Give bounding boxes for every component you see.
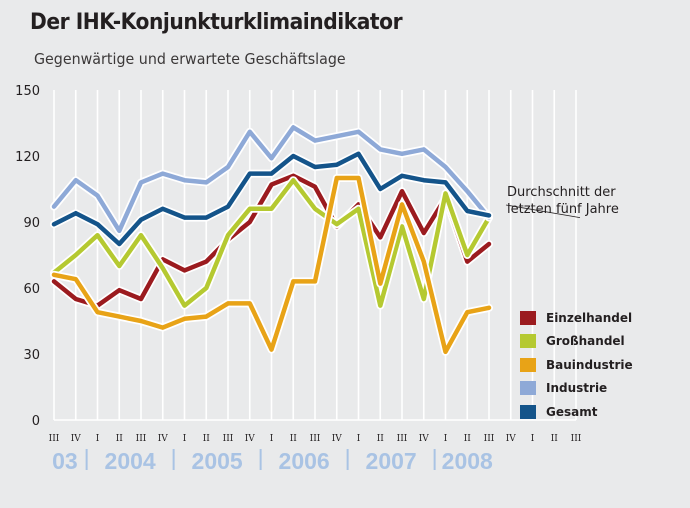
annotation-leader — [505, 204, 581, 218]
x-tick-label: III — [49, 434, 60, 444]
x-tick-label: III — [571, 434, 582, 444]
series-line — [51, 173, 492, 308]
annotation-text-line2: letzten fünf Jahre — [507, 202, 619, 217]
legend-label: Großhandel — [546, 334, 625, 349]
x-tick-label: IV — [506, 434, 517, 444]
y-tick-label: 0 — [32, 414, 40, 429]
x-tick-label: III — [484, 434, 495, 444]
legend-item: Gesamt — [520, 400, 633, 424]
legend-swatch — [520, 334, 536, 349]
legend-swatch — [520, 381, 536, 396]
series-line — [51, 177, 492, 308]
x-tick-label: I — [444, 434, 448, 444]
x-tick-label: II — [290, 434, 298, 444]
axes: 0 30 60 90 120 150 — [15, 84, 576, 429]
legend-label: Gesamt — [546, 404, 598, 419]
legend: Einzelhandel Großhandel Bauindustrie Indust… — [520, 306, 633, 424]
x-tick-label: IV — [332, 434, 343, 444]
x-tick-label: I — [96, 434, 100, 444]
x-tick-label: II — [377, 434, 385, 444]
y-tick-label: 90 — [23, 216, 40, 231]
x-tick-label: IV — [419, 434, 430, 444]
y-tick-label: 150 — [15, 84, 40, 99]
x-tick-label: I — [270, 434, 274, 444]
y-tick-label: 60 — [23, 282, 40, 297]
legend-swatch — [520, 310, 536, 325]
x-axis-labels: III IV I II III IV I II III IV I II III IV I II III IV I II… — [49, 434, 582, 474]
x-tick-label: IV — [158, 434, 169, 444]
x-tick-label: IV — [245, 434, 256, 444]
x-tick-label: II — [551, 434, 559, 444]
x-tick-label: III — [136, 434, 147, 444]
series-lines — [50, 123, 493, 356]
y-tick-label: 30 — [23, 348, 40, 363]
year-label: 2008 — [442, 448, 493, 474]
grid-lines — [53, 90, 577, 420]
x-tick-label: III — [397, 434, 408, 444]
chart-subtitle: Gegenwärtige und erwartete Geschäftslage — [34, 50, 346, 68]
series-line — [51, 125, 492, 234]
legend-label: Bauindustrie — [546, 357, 633, 372]
legend-item: Einzelhandel — [520, 306, 633, 330]
legend-label: Einzelhandel — [546, 310, 633, 325]
series-line — [51, 151, 492, 247]
x-tick-label: I — [357, 434, 361, 444]
series-line — [51, 175, 492, 355]
x-tick-label: III — [223, 434, 234, 444]
legend-swatch — [520, 404, 536, 419]
x-tick-label: II — [464, 434, 472, 444]
year-label: 2007 — [366, 448, 417, 474]
x-tick-label: III — [310, 434, 321, 444]
year-label: 2005 — [192, 448, 243, 474]
x-tick-label: II — [203, 434, 211, 444]
x-tick-label: I — [531, 434, 535, 444]
legend-item: Großhandel — [520, 330, 633, 354]
legend-item: Industrie — [520, 377, 633, 401]
legend-swatch — [520, 357, 536, 372]
x-tick-label: II — [116, 434, 124, 444]
x-tick-label: I — [183, 434, 187, 444]
annotation-text-line1: Durchschnitt der — [507, 185, 616, 200]
y-tick-label: 120 — [15, 150, 40, 165]
chart-title: Der IHK-Konjunkturklimaindikator — [30, 10, 403, 35]
year-label: 2004 — [105, 448, 156, 474]
reference-annotation: Durchschnitt der letzten fünf Jahre — [505, 185, 619, 218]
legend-item: Bauindustrie — [520, 353, 633, 377]
year-label: 03 — [52, 448, 78, 474]
legend-label: Industrie — [546, 381, 608, 396]
x-tick-label: IV — [71, 434, 82, 444]
year-label: 2006 — [279, 448, 330, 474]
